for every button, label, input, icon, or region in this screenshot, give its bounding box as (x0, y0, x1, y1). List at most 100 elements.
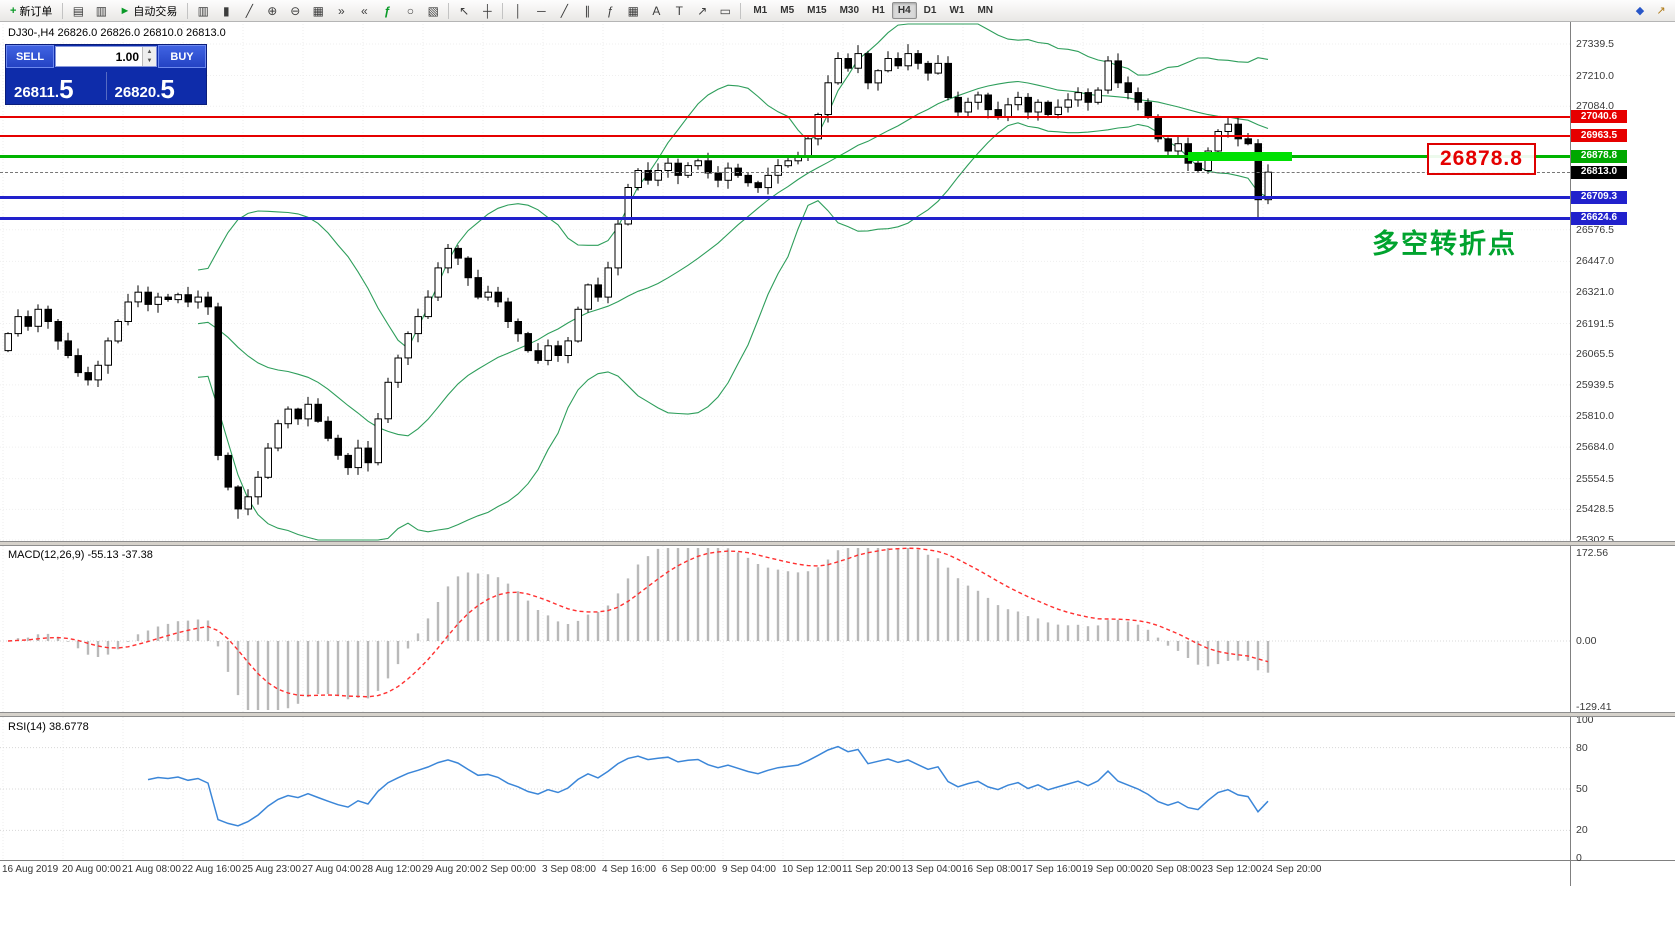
volume-value[interactable]: 1.00 (115, 49, 139, 64)
time-axis-label: 20 Sep 08:00 (1142, 864, 1202, 875)
timeframe-m15[interactable]: M15 (807, 5, 827, 16)
volume-stepper: ▲ ▼ (142, 47, 156, 66)
support-line-2[interactable] (0, 216, 1570, 220)
bar-chart-icon[interactable]: ▥ (197, 3, 209, 18)
time-axis-label: 3 Sep 08:00 (542, 864, 596, 875)
price-axis-label: 27339.5 (1576, 38, 1614, 50)
timeframe-m1[interactable]: M1 (753, 5, 768, 16)
sell-price-big-digit: 5 (59, 73, 74, 104)
autotrading-button[interactable]: ► 自动交易 (113, 1, 183, 21)
macd-axis-label: 0.00 (1576, 635, 1597, 647)
grid-icon[interactable]: ▦ (627, 3, 639, 18)
time-axis-label: 9 Sep 04:00 (722, 864, 776, 875)
rsi-axis-label: 50 (1576, 783, 1588, 795)
indicators-icon[interactable]: ƒ (383, 3, 391, 18)
price-callout-box[interactable]: 26878.8 (1427, 143, 1536, 175)
resistance-line-1[interactable] (0, 115, 1570, 118)
price-axis-label: 25554.5 (1576, 472, 1614, 485)
trendline-icon[interactable]: ╱ (560, 3, 568, 18)
data-window-icon[interactable]: ▥ (95, 3, 108, 18)
tile-windows-icon[interactable]: ▦ (312, 3, 324, 18)
last-price-line[interactable] (0, 171, 1570, 173)
zoom-out-icon[interactable]: ⊖ (290, 3, 301, 18)
time-scale-border (0, 860, 1675, 861)
toolbar-separator (740, 2, 742, 19)
cursor-icon[interactable]: ↖ (459, 3, 470, 18)
zoom-in-icon[interactable]: ⊕ (267, 3, 278, 18)
support-1-marker: 26709.3 (1571, 190, 1627, 204)
timeframe-buttons: M1 M5 M15 M30 H1 H4 D1 W1 MN (747, 2, 999, 19)
volume-down-button[interactable]: ▼ (143, 56, 156, 66)
arrow-tool-icon[interactable]: ↗ (697, 3, 708, 18)
vertical-line-icon[interactable]: │ (514, 3, 523, 18)
text-label-icon[interactable]: T (675, 3, 683, 18)
support-line-1[interactable] (0, 195, 1570, 199)
macd-indicator-label: MACD(12,26,9) -55.13 -37.38 (8, 549, 153, 561)
toolbar-separator (448, 2, 450, 19)
toolbar-separator (187, 2, 189, 19)
price-axis-label: 27210.0 (1576, 69, 1614, 82)
candlestick-chart-icon[interactable]: ▮ (223, 3, 230, 18)
resistance-2-marker: 26963.5 (1571, 129, 1627, 143)
time-axis-label: 11 Sep 20:00 (842, 864, 901, 875)
time-axis-label: 21 Aug 08:00 (122, 864, 181, 875)
new-order-button[interactable]: + 新订单 (4, 1, 58, 21)
volume-up-button[interactable]: ▲ (143, 47, 156, 57)
templates-icon[interactable]: ▧ (427, 3, 439, 18)
time-axis-label: 28 Aug 12:00 (362, 864, 421, 875)
timeframe-w1[interactable]: W1 (949, 5, 965, 16)
turning-point-annotation[interactable]: 多空转折点 (1372, 229, 1517, 259)
volume-field[interactable]: 1.00 ▲ ▼ (55, 46, 157, 67)
sell-price[interactable]: 26811. 5 (6, 68, 106, 104)
rsi-indicator-label: RSI(14) 38.6778 (8, 721, 89, 733)
one-click-trading-panel: SELL 1.00 ▲ ▼ BUY 26811. 5 26820. 5 (5, 44, 207, 105)
time-axis-label: 16 Sep 08:00 (962, 864, 1022, 875)
fibonacci-icon[interactable]: ƒ (606, 3, 614, 18)
pivot-line-green[interactable] (0, 154, 1570, 158)
auto-scroll-icon[interactable]: » (337, 3, 345, 18)
macd-axis-label: 172.56 (1576, 547, 1609, 559)
horizontal-line-icon[interactable]: ─ (537, 3, 546, 18)
resistance-line-2[interactable] (0, 134, 1570, 137)
timeframe-d1[interactable]: D1 (923, 5, 937, 16)
main-toolbar: + 新订单 ▤ ▥ ► 自动交易 ▥ ▮ ╱ ⊕ ⊖ ▦ » « ƒ ○ ▧ ↖… (0, 0, 1675, 22)
price-axis-label: 26576.5 (1576, 223, 1614, 236)
new-order-icon: + (10, 4, 17, 17)
last-price-marker: 26813.0 (1571, 165, 1627, 179)
market-watch-icon[interactable]: ▤ (72, 3, 85, 18)
resistance-1-marker: 27040.6 (1571, 110, 1627, 124)
crosshair-icon[interactable]: ┼ (483, 3, 492, 18)
channel-icon[interactable]: ∥ (584, 3, 591, 18)
sell-button[interactable]: SELL (6, 45, 54, 68)
rsi-axis-label: 80 (1576, 741, 1588, 754)
line-chart-icon[interactable]: ╱ (245, 3, 253, 18)
buy-price[interactable]: 26820. 5 (107, 68, 207, 104)
timeframe-h4[interactable]: H4 (891, 2, 917, 19)
price-axis-label: 25810.0 (1576, 410, 1614, 423)
price-axis-label: 25684.0 (1576, 441, 1614, 454)
pin-chart-icon[interactable]: ◆ (1635, 5, 1645, 17)
objects-list-icon[interactable]: ○ (406, 3, 414, 18)
time-axis-label: 4 Sep 16:00 (602, 864, 656, 875)
panel-divider-rsi[interactable] (0, 712, 1675, 717)
autotrading-play-icon: ► (119, 4, 131, 17)
buy-button[interactable]: BUY (158, 45, 206, 68)
text-icon[interactable]: A (652, 3, 661, 18)
price-axis-label: 26065.5 (1576, 348, 1614, 361)
shapes-icon[interactable]: ▭ (719, 3, 731, 18)
time-axis-label: 10 Sep 12:00 (782, 864, 842, 875)
chart-shift-icon[interactable]: « (360, 3, 368, 18)
panel-divider-macd[interactable] (0, 541, 1675, 546)
timeframe-m30[interactable]: M30 (839, 5, 860, 16)
detach-chart-icon[interactable]: ↗ (1656, 5, 1666, 17)
support-2-marker: 26624.6 (1571, 211, 1627, 225)
timeframe-mn[interactable]: MN (977, 5, 993, 16)
time-axis-label: 13 Sep 04:00 (902, 864, 962, 875)
timeframe-h1[interactable]: H1 (872, 5, 885, 16)
timeframe-m5[interactable]: M5 (780, 5, 795, 16)
highlight-segment[interactable] (1188, 151, 1292, 161)
time-axis-label: 6 Sep 00:00 (662, 864, 716, 875)
time-axis-label: 29 Aug 20:00 (422, 864, 481, 875)
pivot-green-marker: 26878.8 (1571, 149, 1627, 163)
